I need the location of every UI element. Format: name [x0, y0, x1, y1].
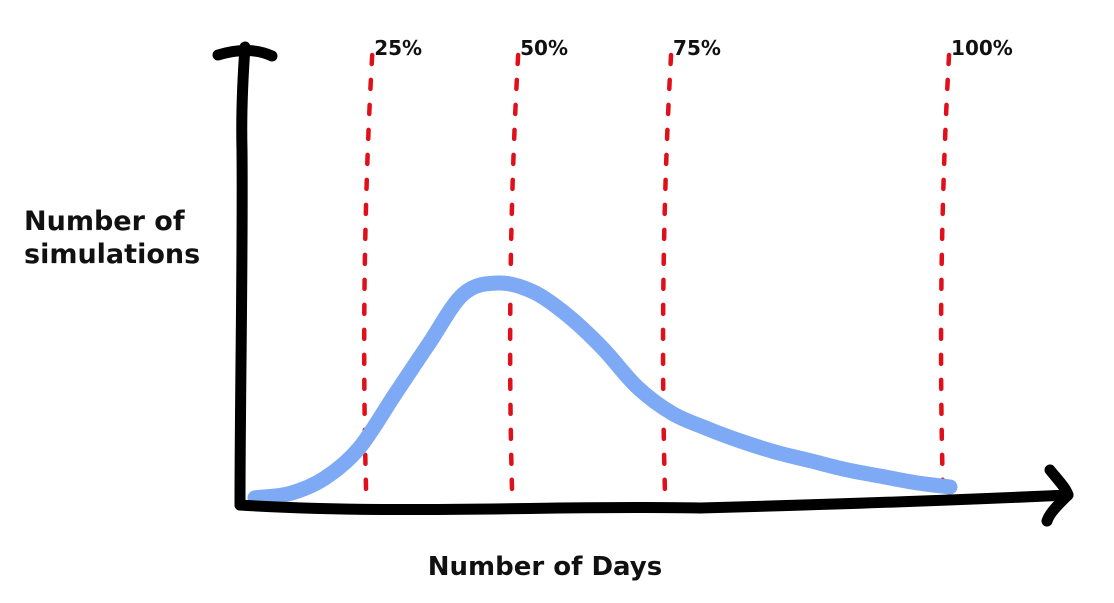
percentile-label-3: 100% [951, 36, 1013, 60]
percentile-line-3 [938, 52, 952, 498]
y-axis-line [234, 41, 251, 511]
percentile-line-2 [660, 52, 674, 498]
y-axis-arrowhead [212, 45, 278, 62]
x-axis-label: Number of Days [428, 552, 662, 582]
percentile-label-0: 25% [374, 36, 422, 60]
simulation-distribution-curve [247, 275, 958, 506]
x-axis-line [234, 489, 1074, 516]
percentile-line-1 [507, 52, 521, 498]
percentile-label-2: 75% [673, 36, 721, 60]
axes [212, 41, 1074, 527]
y-axis-label-line-2: simulations [24, 239, 200, 270]
x-axis-arrowhead [1041, 464, 1074, 527]
y-axis-label-line-1: Number of [24, 206, 185, 237]
percentile-label-1: 50% [520, 36, 568, 60]
percentile-markers: 25% 50% 75% 100% [361, 36, 1013, 498]
